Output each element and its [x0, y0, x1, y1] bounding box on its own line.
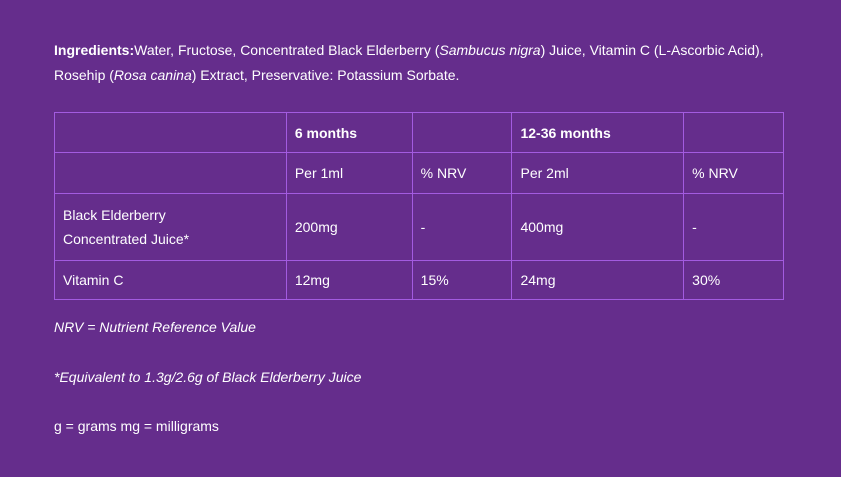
- latin-name: Rosa canina: [113, 67, 192, 83]
- table-cell: 400mg: [511, 193, 685, 261]
- table-cell: 15%: [411, 260, 513, 300]
- table-cell: [54, 152, 287, 194]
- ingredients-part: Water, Fructose, Concentrated Black Elde…: [134, 42, 440, 58]
- units-note: g = grams mg = milligrams: [54, 418, 219, 434]
- table-cell: Black Elderberry Concentrated Juice*: [54, 193, 287, 261]
- table-row: Vitamin C 12mg 15% 24mg 30%: [54, 260, 784, 300]
- table-cell: Per 1ml: [285, 152, 413, 194]
- table-cell: % NRV: [683, 152, 784, 194]
- equivalent-note: *Equivalent to 1.3g/2.6g of Black Elderb…: [54, 369, 361, 385]
- table-row: Black Elderberry Concentrated Juice* 200…: [54, 193, 784, 261]
- table-cell: -: [683, 193, 784, 261]
- table-cell: 6 months: [285, 112, 413, 153]
- table-cell: Vitamin C: [54, 260, 287, 300]
- table-cell: 30%: [683, 260, 784, 300]
- table-cell: 12mg: [285, 260, 413, 300]
- table-cell: Per 2ml: [511, 152, 685, 194]
- equivalent-note-text: *Equivalent to 1.3g/2.6g of Black Elderb…: [54, 369, 362, 385]
- table-cell: 200mg: [285, 193, 413, 261]
- ingredients-part: ) Extract, Preservative: Potassium Sorba…: [191, 67, 460, 83]
- table-cell: [683, 112, 784, 153]
- nutrition-table: 6 months 12-36 months Per 1ml % NRV Per …: [54, 112, 784, 300]
- table-cell: [411, 112, 513, 153]
- table-cell: [54, 112, 287, 153]
- table-cell: 24mg: [511, 260, 685, 300]
- latin-name: Sambucus nigra: [439, 42, 541, 58]
- table-cell: % NRV: [411, 152, 513, 194]
- nrv-note-text: NRV = Nutrient Reference Value: [54, 319, 256, 335]
- nrv-note: NRV = Nutrient Reference Value: [54, 319, 256, 335]
- ingredients-part: ) Juice, Vitamin C (L-Ascorbic Acid), Ro…: [54, 42, 764, 83]
- table-subheader-row: Per 1ml % NRV Per 2ml % NRV: [54, 152, 784, 194]
- table-cell: -: [411, 193, 513, 261]
- table-cell: 12-36 months: [511, 112, 685, 153]
- ingredients-text: Ingredients:Water, Fructose, Concentrate…: [54, 38, 794, 88]
- table-header-row: 6 months 12-36 months: [54, 112, 784, 153]
- ingredients-label: Ingredients:: [54, 42, 135, 58]
